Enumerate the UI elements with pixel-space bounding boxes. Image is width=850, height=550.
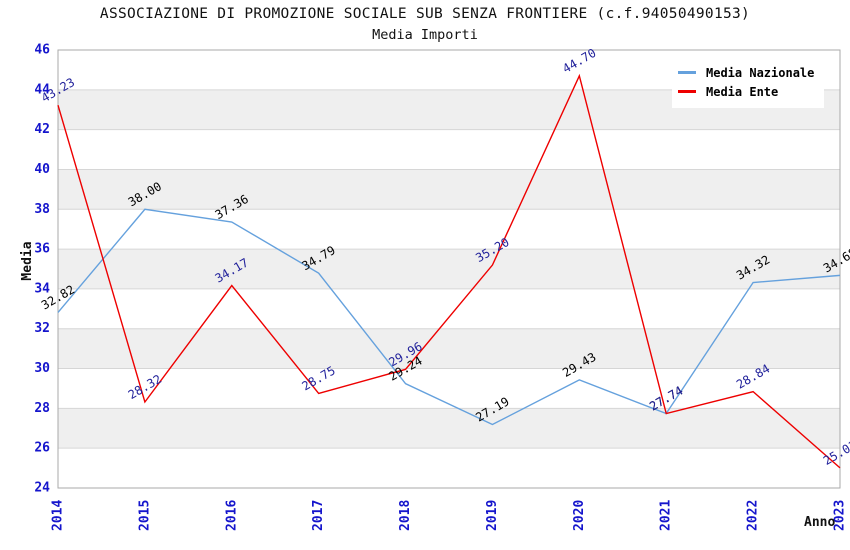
chart-subtitle: Media Importi: [372, 27, 478, 43]
legend-item: Media Ente: [678, 82, 814, 101]
y-tick-label: 38: [34, 202, 50, 217]
plot-border: [57, 49, 841, 489]
y-tick-label: 46: [34, 43, 50, 58]
legend-line-swatch: [678, 90, 696, 93]
y-tick-label: 30: [34, 361, 50, 376]
x-tick-label: 2017: [311, 500, 326, 531]
legend-line-swatch: [678, 71, 696, 74]
y-tick-label: 40: [34, 162, 50, 177]
background-band: [58, 249, 840, 289]
background-band: [58, 328, 840, 369]
x-tick-label: 2018: [398, 500, 413, 531]
x-tick-label: 2019: [485, 500, 500, 531]
y-tick-label: 42: [34, 122, 50, 137]
background-band: [58, 408, 840, 449]
y-tick-label: 44: [34, 82, 50, 97]
legend-item-label: Media Ente: [706, 84, 779, 99]
legend: Media Nazionale Media Ente: [672, 56, 825, 108]
y-tick-label: 32: [34, 321, 50, 336]
legend-item-label: Media Nazionale: [706, 65, 815, 80]
background-band: [58, 169, 840, 210]
y-tick-label: 36: [34, 242, 50, 257]
legend-item: Media Nazionale: [678, 63, 814, 82]
x-tick-label: 2021: [659, 500, 674, 531]
y-tick-label: 34: [34, 281, 50, 296]
x-tick-label: 2020: [572, 500, 587, 531]
x-tick-label: 2015: [137, 500, 152, 531]
y-tick-label: 24: [34, 481, 50, 496]
series-line-ente: [57, 73, 841, 469]
series-line-nazionale: [57, 208, 841, 426]
x-tick-label: 2014: [51, 500, 66, 531]
y-axis-title: Media: [20, 241, 35, 281]
x-axis-title: Anno: [804, 515, 836, 530]
value-label: 28.32: [126, 372, 164, 402]
y-tick-label: 26: [34, 441, 50, 456]
x-tick-label: 2023: [833, 500, 848, 531]
chart-title: ASSOCIAZIONE DI PROMOZIONE SOCIALE SUB S…: [99, 6, 751, 22]
x-tick-label: 2016: [224, 500, 239, 531]
y-tick-label: 28: [34, 401, 50, 416]
x-tick-label: 2022: [746, 500, 761, 531]
